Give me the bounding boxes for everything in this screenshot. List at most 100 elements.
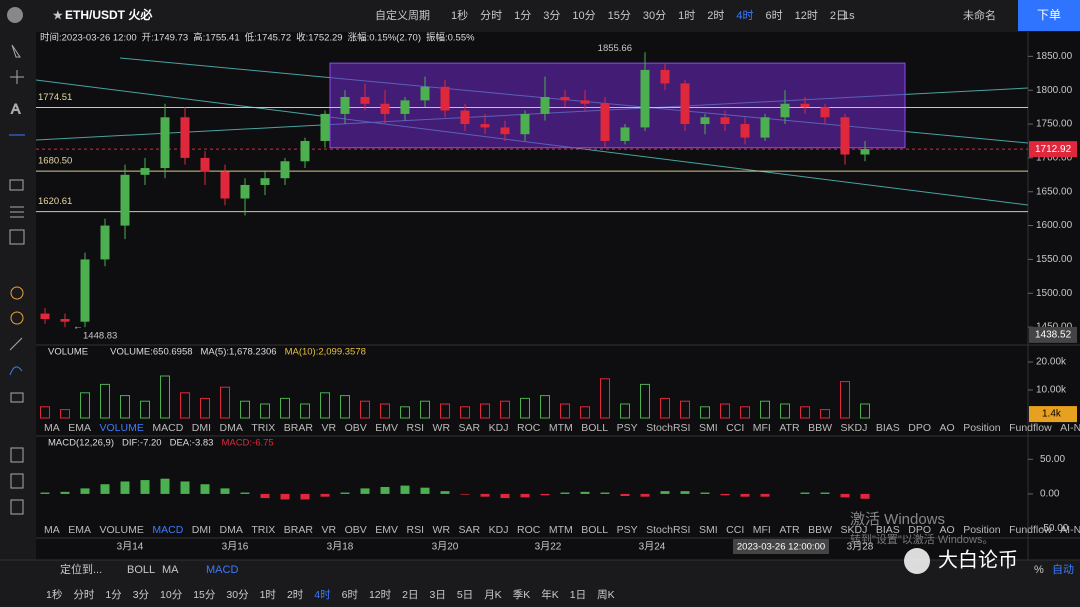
indicator-tab[interactable]: MACD bbox=[152, 422, 183, 434]
grid-icon[interactable] bbox=[9, 229, 25, 245]
indicator-tab[interactable]: VOLUME bbox=[100, 524, 144, 536]
bottom-period[interactable]: 1分 bbox=[105, 589, 122, 601]
bottom-period[interactable]: 15分 bbox=[193, 589, 216, 601]
indicator-tab[interactable]: StochRSI bbox=[646, 422, 690, 434]
indicator-tab[interactable]: VOLUME bbox=[100, 422, 144, 434]
indicator-tab[interactable]: StochRSI bbox=[646, 524, 690, 536]
indicator-tab[interactable]: BOLL bbox=[581, 524, 608, 536]
indicator-tab[interactable]: OBV bbox=[345, 422, 367, 434]
indicator-tab[interactable]: BRAR bbox=[284, 524, 314, 536]
bottom-period[interactable]: 分时 bbox=[73, 589, 94, 601]
indicator-tab[interactable]: CCI bbox=[726, 422, 744, 434]
indicator-tab[interactable]: VR bbox=[321, 524, 336, 536]
bottom-period[interactable]: 1时 bbox=[260, 589, 277, 601]
indicator-tab[interactable]: SAR bbox=[459, 524, 481, 536]
percent[interactable]: % bbox=[1034, 564, 1044, 576]
indicator-tab[interactable]: ROC bbox=[517, 524, 541, 536]
indicator-tab[interactable]: Fundflow bbox=[1009, 422, 1052, 434]
indicator-tab[interactable]: DPO bbox=[908, 524, 931, 536]
indicator-tab[interactable]: ATR bbox=[779, 422, 800, 434]
indicator-tab[interactable]: DMI bbox=[192, 422, 211, 434]
indicator-tab[interactable]: DPO bbox=[908, 422, 931, 434]
indicator-tab[interactable]: AO bbox=[940, 524, 955, 536]
auto[interactable]: 自动 bbox=[1052, 563, 1074, 576]
locate[interactable]: 定位到... bbox=[60, 562, 102, 576]
indicator-tab[interactable]: SMI bbox=[699, 524, 718, 536]
indicator-tab[interactable]: WR bbox=[433, 524, 451, 536]
bottom-tab[interactable]: BOLL bbox=[127, 564, 155, 576]
cursor-icon[interactable] bbox=[11, 44, 21, 58]
bottom-tab[interactable]: MACD bbox=[206, 564, 238, 576]
pen-icon[interactable] bbox=[9, 366, 23, 376]
layout-name[interactable]: 未命名 bbox=[963, 8, 996, 22]
indicator-tab[interactable]: SKDJ bbox=[840, 422, 867, 434]
indicator-tab[interactable]: BIAS bbox=[876, 524, 900, 536]
indicator-tab[interactable]: SAR bbox=[459, 422, 481, 434]
copy-icon[interactable] bbox=[10, 473, 24, 489]
bottom-period[interactable]: 2时 bbox=[287, 589, 304, 601]
indicator-tab[interactable]: EMV bbox=[375, 422, 398, 434]
indicator-tab[interactable]: OBV bbox=[345, 524, 367, 536]
bottom-period[interactable]: 3分 bbox=[133, 589, 150, 601]
rect-icon[interactable] bbox=[9, 179, 24, 191]
period[interactable]: 4时 bbox=[736, 9, 753, 22]
indicator-tab[interactable]: SKDJ bbox=[840, 524, 867, 536]
indicator-tab[interactable]: AI-NetVOL bbox=[1060, 422, 1080, 434]
indicator-tab[interactable]: MA bbox=[44, 422, 60, 434]
indicator-tab[interactable]: RSI bbox=[407, 524, 425, 536]
fib-icon[interactable] bbox=[10, 206, 24, 218]
bottom-period[interactable]: 3日 bbox=[430, 589, 446, 601]
indicator-tab[interactable]: PSY bbox=[617, 524, 638, 536]
bottom-period[interactable]: 12时 bbox=[369, 589, 392, 601]
indicator-tab[interactable]: BIAS bbox=[876, 422, 900, 434]
indicator-tab[interactable]: AO bbox=[940, 422, 955, 434]
indicator-tab[interactable]: MFI bbox=[753, 524, 771, 536]
bottom-period[interactable]: 4时 bbox=[314, 589, 331, 601]
speed[interactable]: 1s bbox=[843, 10, 855, 22]
period[interactable]: 15分 bbox=[608, 9, 631, 22]
indicator-tab[interactable]: BBW bbox=[808, 524, 832, 536]
indicator-tab[interactable]: SMI bbox=[699, 422, 718, 434]
bottom-period[interactable]: 1秒 bbox=[46, 588, 63, 601]
indicator-tab[interactable]: DMA bbox=[220, 524, 243, 536]
indicator-tab[interactable]: BBW bbox=[808, 422, 832, 434]
indicator-tab[interactable]: TRIX bbox=[251, 422, 275, 434]
indicator-tab[interactable]: ATR bbox=[779, 524, 800, 536]
period[interactable]: 10分 bbox=[572, 9, 595, 22]
indicator-tab[interactable]: MTM bbox=[549, 524, 573, 536]
indicator-tab[interactable]: MTM bbox=[549, 422, 573, 434]
order-button-bg[interactable] bbox=[1018, 0, 1080, 31]
indicator-tab[interactable]: BRAR bbox=[284, 422, 314, 434]
text-icon[interactable]: A bbox=[11, 100, 22, 117]
bottom-tab[interactable]: MA bbox=[162, 564, 179, 576]
indicator-tab[interactable]: MFI bbox=[753, 422, 771, 434]
indicator-tab[interactable]: CCI bbox=[726, 524, 744, 536]
custom-period[interactable]: 自定义周期 bbox=[375, 8, 430, 22]
bottom-period[interactable]: 季K bbox=[513, 589, 531, 601]
indicator-tab[interactable]: EMV bbox=[375, 524, 398, 536]
period[interactable]: 2时 bbox=[707, 9, 724, 22]
indicator-tab[interactable]: WR bbox=[433, 422, 451, 434]
indicator-tab[interactable]: EMA bbox=[68, 524, 91, 536]
indicator-tab[interactable]: VR bbox=[321, 422, 336, 434]
lock-icon[interactable] bbox=[10, 392, 24, 403]
tool-icon[interactable] bbox=[10, 311, 24, 325]
indicator-tab[interactable]: MA bbox=[44, 524, 60, 536]
bottom-period[interactable]: 1日 bbox=[570, 589, 586, 601]
indicator-tab[interactable]: KDJ bbox=[489, 422, 509, 434]
indicator-tab[interactable]: DMI bbox=[192, 524, 211, 536]
indicator-tab[interactable]: MACD bbox=[152, 524, 183, 536]
bottom-period[interactable]: 30分 bbox=[226, 589, 249, 601]
bottom-period[interactable]: 5日 bbox=[457, 589, 473, 601]
bottom-period[interactable]: 10分 bbox=[160, 589, 183, 601]
cross-icon[interactable] bbox=[10, 70, 24, 84]
ruler-icon[interactable] bbox=[9, 337, 23, 351]
period[interactable]: 6时 bbox=[766, 9, 783, 22]
period[interactable]: 2日 bbox=[830, 10, 847, 22]
indicator-tab[interactable]: Position bbox=[963, 422, 1001, 434]
bottom-period[interactable]: 6时 bbox=[342, 589, 359, 601]
period[interactable]: 3分 bbox=[543, 9, 560, 22]
indicator-tab[interactable]: ROC bbox=[517, 422, 541, 434]
bottom-period[interactable]: 周K bbox=[597, 589, 615, 601]
indicator-tab[interactable]: EMA bbox=[68, 422, 91, 434]
